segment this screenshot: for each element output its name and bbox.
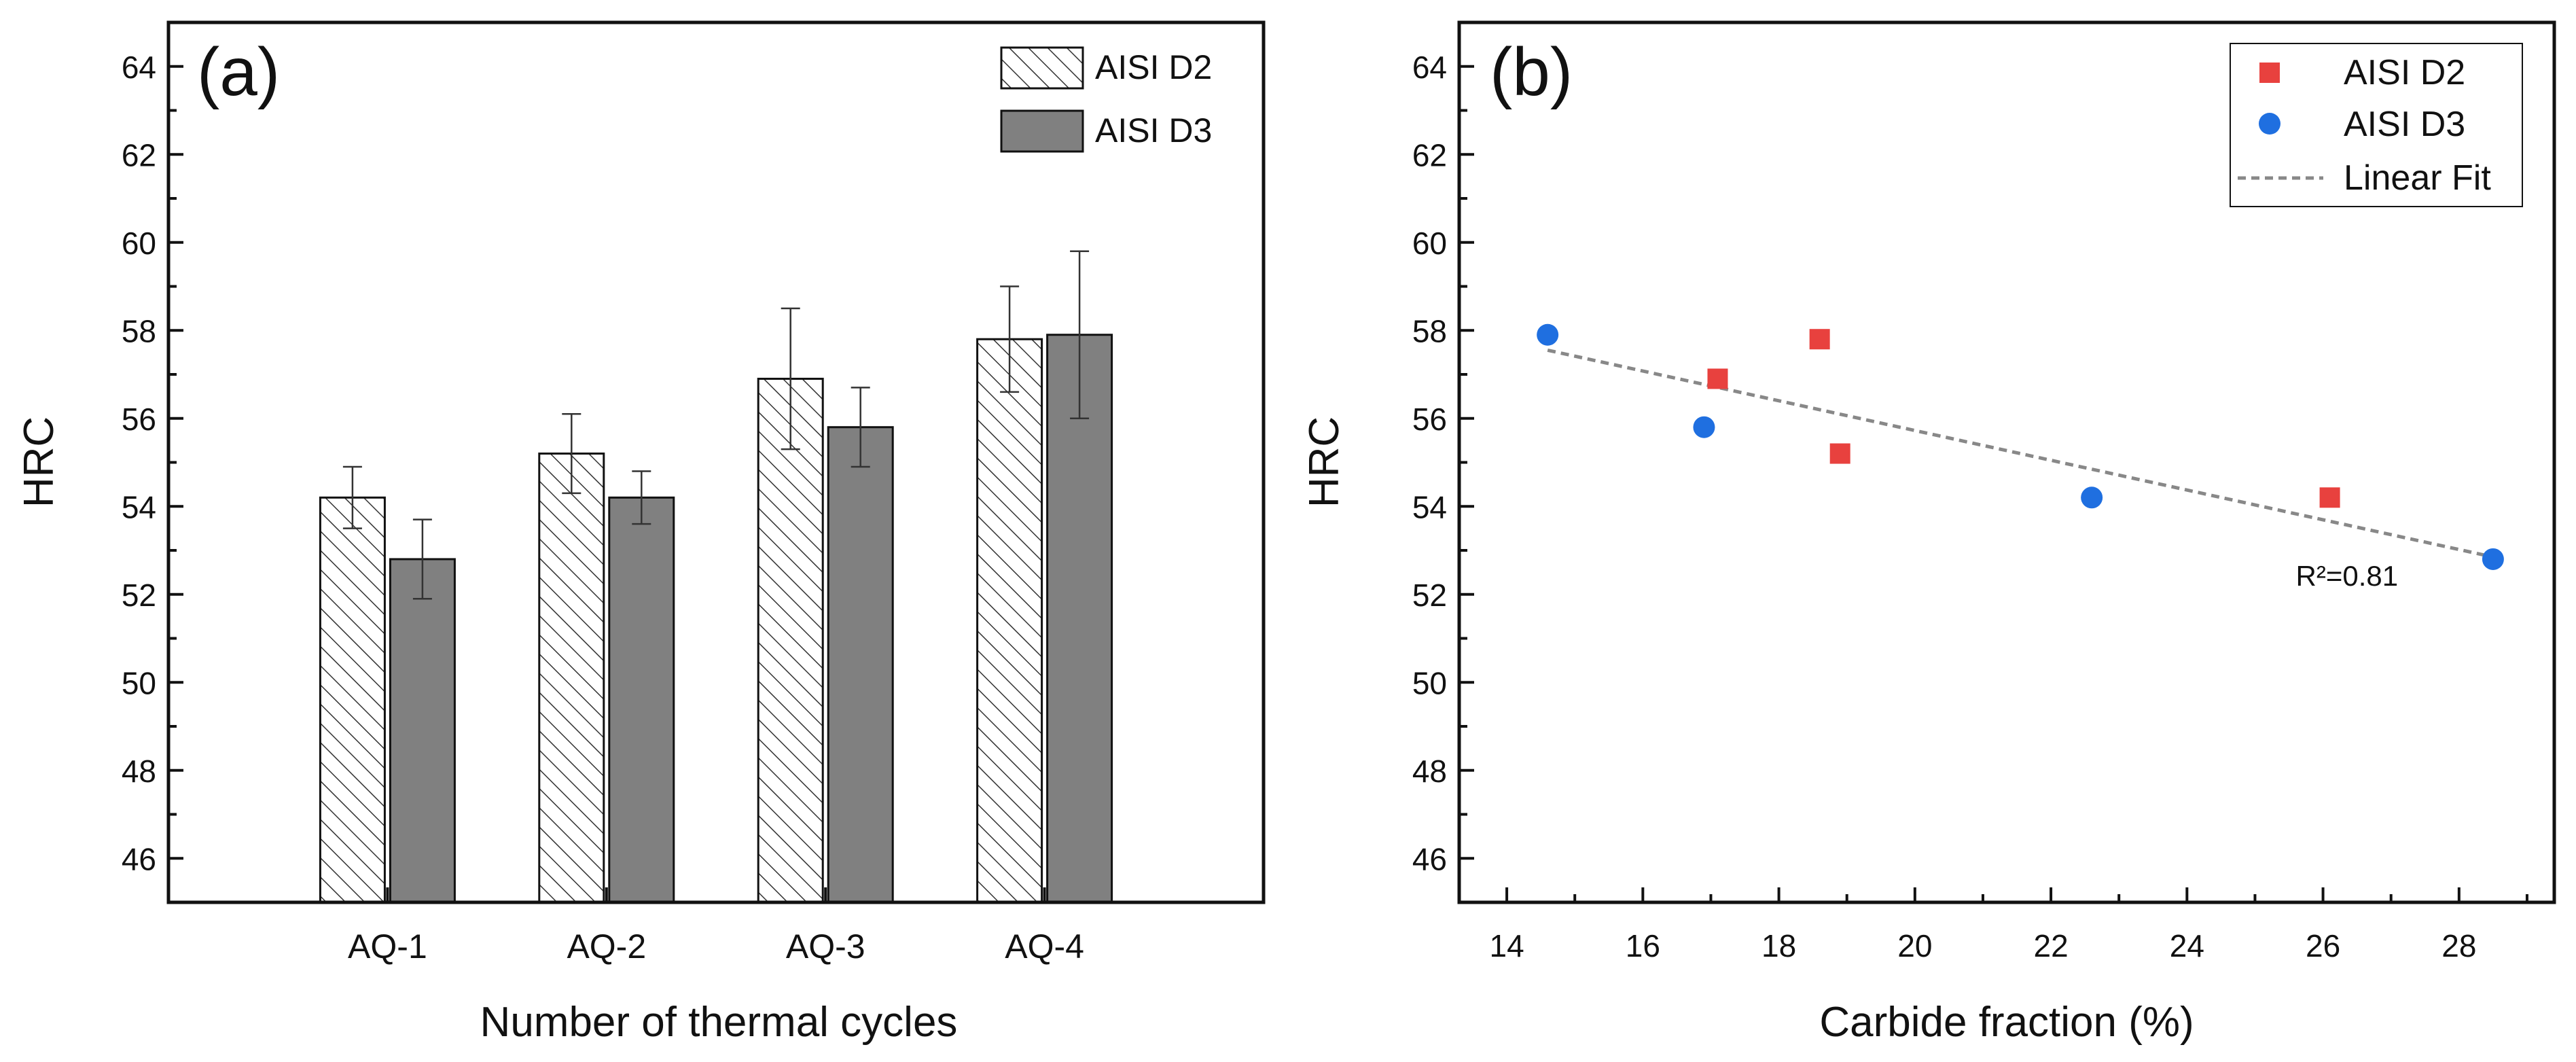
panel-a-bars <box>319 250 1113 904</box>
x-tick-label: 20 <box>1897 928 1932 963</box>
panel-a-ylabel: HRC <box>16 417 62 508</box>
panel-b: (b) 46 48 50 52 54 56 58 60 62 64 14 16 18 20 22 24 26 28… <box>1301 20 2556 1046</box>
point-d2 <box>1809 329 1830 350</box>
y-tick-label: 58 <box>1412 313 1447 349</box>
point-d2 <box>2319 487 2340 508</box>
panel-b-ylabel: HRC <box>1301 417 1348 508</box>
legend-label-d2: AISI D2 <box>1095 48 1212 86</box>
y-tick-label: 54 <box>122 489 156 525</box>
legend-label-d3: AISI D3 <box>2344 105 2465 144</box>
x-tick-label: AQ-1 <box>348 927 427 966</box>
y-tick-label: 64 <box>122 50 156 85</box>
panel-b-axes: 46 48 50 52 54 56 58 60 62 64 14 16 18 20 22 24 26 28 <box>1412 21 2528 963</box>
legend-swatch-d3 <box>1000 109 1084 153</box>
x-tick-label: 18 <box>1761 928 1796 963</box>
x-tick-label: 22 <box>2033 928 2068 963</box>
bar-aisi-d2 <box>976 338 1043 904</box>
panel-b-fit-layer <box>1547 348 2494 559</box>
panel-b-points <box>1537 323 2504 570</box>
legend-label-d2: AISI D2 <box>2344 53 2465 92</box>
point-d2 <box>1829 443 1850 464</box>
legend-marker-d3 <box>2259 113 2280 135</box>
panel-a-xlabel: Number of thermal cycles <box>480 999 958 1046</box>
y-tick-label: 64 <box>1412 50 1447 85</box>
linear-fit-line <box>1547 348 2494 559</box>
point-d3 <box>2081 486 2103 509</box>
x-tick-label: AQ-4 <box>1005 927 1084 966</box>
legend-item-d3: AISI D3 <box>1000 109 1212 153</box>
y-tick-label: 52 <box>1412 578 1447 613</box>
y-tick-label: 52 <box>122 578 156 613</box>
bar-aisi-d3 <box>1046 334 1113 904</box>
y-tick-label: 54 <box>1412 489 1447 525</box>
point-d2 <box>1707 368 1728 389</box>
bar-aisi-d3 <box>608 496 675 904</box>
x-tick-label: 26 <box>2306 928 2340 963</box>
bar-aisi-d2 <box>757 377 824 904</box>
legend-swatch-d2 <box>1000 46 1084 90</box>
y-tick-label: 56 <box>122 402 156 437</box>
legend-item-d2: AISI D2 <box>2259 53 2465 92</box>
legend-item-fit: Linear Fit <box>2238 158 2491 198</box>
x-tick-label: AQ-3 <box>786 927 865 966</box>
y-tick-label: 58 <box>122 313 156 349</box>
x-tick-label: 28 <box>2441 928 2476 963</box>
panel-a-legend: AISI D2 AISI D3 <box>1000 46 1212 153</box>
panel-b-legend: AISI D2 AISI D3 Linear Fit <box>2230 43 2523 207</box>
y-tick-label: 62 <box>122 137 156 173</box>
y-tick-label: 60 <box>122 226 156 261</box>
point-d3 <box>1693 416 1715 438</box>
bar-aisi-d2 <box>538 453 605 904</box>
legend-item-d3: AISI D3 <box>2259 105 2465 144</box>
x-tick-label: 14 <box>1490 928 1524 963</box>
point-d3 <box>2482 548 2504 570</box>
y-tick-label: 50 <box>1412 665 1447 701</box>
x-tick-label: 24 <box>2170 928 2204 963</box>
y-tick-label: 46 <box>1412 841 1447 877</box>
legend-marker-d2 <box>2259 63 2280 83</box>
panel-b-label: (b) <box>1490 34 1573 110</box>
panel-a: (a) 46 48 50 52 54 56 58 60 62 64 AQ-1 AQ-2 AQ-3 AQ-4… <box>16 20 1266 1046</box>
panel-b-xlabel: Carbide fraction (%) <box>1819 999 2194 1046</box>
r-squared-annotation: R²=0.81 <box>2296 560 2399 592</box>
panel-a-axes: 46 48 50 52 54 56 58 60 62 64 AQ-1 AQ-2 AQ-3 AQ-4 <box>122 21 1084 966</box>
panel-b-frame <box>1457 20 2556 904</box>
y-tick-label: 48 <box>122 754 156 789</box>
legend-item-d2: AISI D2 <box>1000 46 1212 90</box>
panel-a-label: (a) <box>197 34 280 110</box>
y-tick-label: 60 <box>1412 226 1447 261</box>
legend-label-fit: Linear Fit <box>2344 158 2491 198</box>
y-tick-label: 50 <box>122 665 156 701</box>
bar-aisi-d3 <box>389 558 456 904</box>
panel-a-frame <box>166 20 1266 904</box>
y-tick-label: 46 <box>122 841 156 877</box>
y-tick-label: 48 <box>1412 754 1447 789</box>
y-tick-label: 56 <box>1412 402 1447 437</box>
bar-aisi-d3 <box>827 426 894 904</box>
point-d3 <box>1537 323 1559 346</box>
bar-aisi-d2 <box>319 496 386 904</box>
legend-label-d3: AISI D3 <box>1095 111 1212 149</box>
x-tick-label: AQ-2 <box>567 927 646 966</box>
x-tick-label: 16 <box>1626 928 1660 963</box>
y-tick-label: 62 <box>1412 137 1447 173</box>
